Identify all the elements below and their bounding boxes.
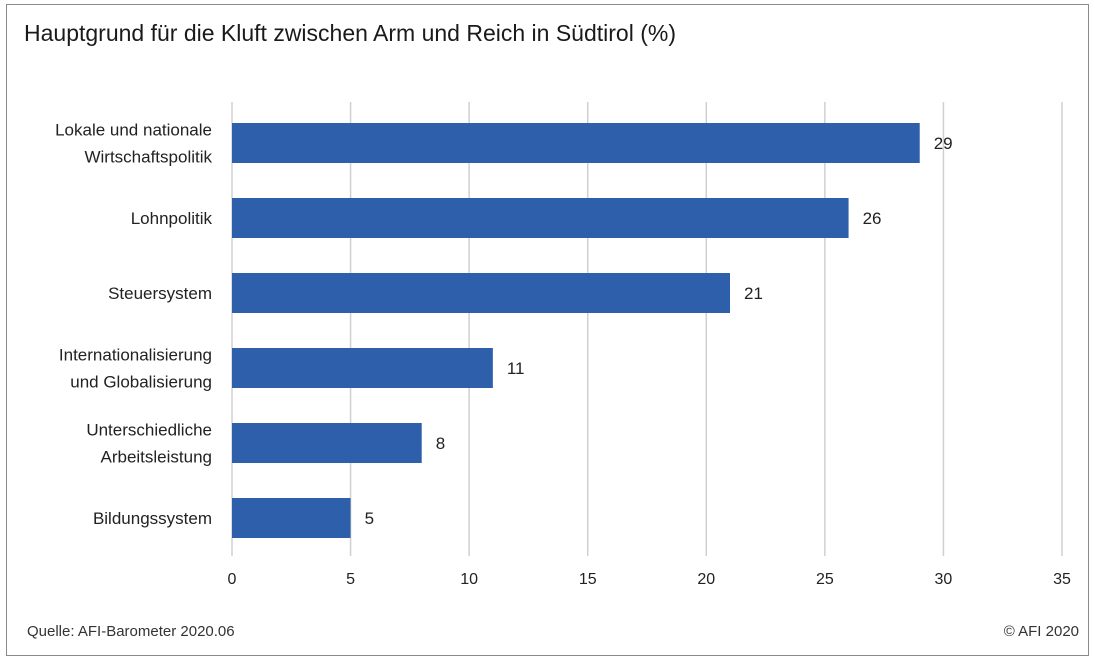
- category-label: Internationalisierung und Globalisierung: [59, 346, 212, 392]
- bar: [232, 273, 730, 313]
- data-labels: 29 26 21 11 8 5: [365, 134, 953, 528]
- grid-lines: [231, 102, 1063, 556]
- bars: [232, 123, 920, 538]
- bar: [232, 123, 920, 163]
- data-label: 11: [507, 359, 525, 378]
- category-label: Steuersystem: [108, 284, 212, 303]
- chart-frame: [6, 4, 1089, 656]
- data-label: 26: [863, 209, 882, 228]
- x-tick-label: 20: [697, 571, 715, 588]
- source-note: Quelle: AFI-Barometer 2020.06: [27, 623, 235, 640]
- x-tick-label: 25: [816, 571, 834, 588]
- copyright-note: © AFI 2020: [1003, 623, 1079, 640]
- category-label: Lokale und nationale Wirtschaftspolitik: [55, 121, 212, 167]
- category-labels: Lokale und nationale Wirtschaftspolitik Lo…: [55, 121, 212, 529]
- category-label: Bildungssystem: [93, 509, 212, 528]
- category-label: Lohnpolitik: [131, 209, 213, 228]
- bar: [232, 498, 351, 538]
- x-tick-label: 10: [460, 571, 478, 588]
- data-label: 21: [744, 284, 763, 303]
- x-tick-label: 15: [579, 571, 597, 588]
- bar: [232, 423, 422, 463]
- x-tick-label: 5: [346, 571, 355, 588]
- x-axis-ticks: 0 5 10 15 20 25 30 35: [228, 571, 1071, 588]
- bar: [232, 198, 849, 238]
- x-tick-label: 0: [228, 571, 237, 588]
- x-tick-label: 30: [935, 571, 953, 588]
- data-label: 29: [934, 134, 953, 153]
- category-label: Unterschiedliche Arbeitsleistung: [86, 421, 212, 467]
- data-label: 8: [436, 434, 445, 453]
- x-tick-label: 35: [1053, 571, 1071, 588]
- chart-title: Hauptgrund für die Kluft zwischen Arm un…: [24, 20, 676, 46]
- bar: [232, 348, 493, 388]
- data-label: 5: [365, 509, 374, 528]
